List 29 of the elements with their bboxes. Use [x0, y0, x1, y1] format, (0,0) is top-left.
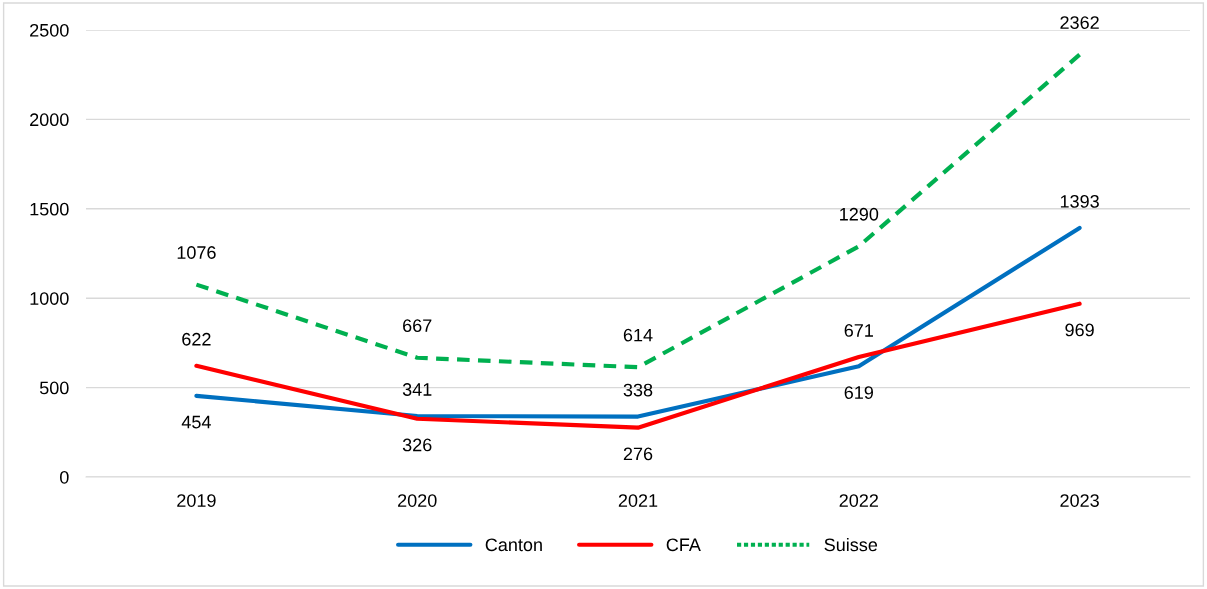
legend-label: CFA — [666, 538, 701, 552]
data-label: 1076 — [177, 246, 216, 259]
data-label: 341 — [402, 383, 432, 396]
data-label: 1290 — [840, 207, 879, 221]
x-tick-label: 2022 — [839, 494, 878, 507]
x-tick-label: 2023 — [1060, 494, 1099, 507]
legend-label: Canton — [485, 538, 542, 552]
y-tick-label: 500 — [39, 381, 69, 395]
data-label: 671 — [844, 324, 873, 337]
data-label: 619 — [844, 386, 874, 399]
y-tick-label: 0 — [60, 470, 69, 484]
y-tick-label: 2500 — [30, 23, 69, 37]
data-label: 1393 — [1060, 194, 1099, 208]
x-tick-label: 2019 — [177, 494, 216, 507]
data-label: 614 — [623, 328, 653, 342]
y-tick-label: 1000 — [30, 292, 69, 305]
data-label: 454 — [181, 415, 211, 429]
x-tick-label: 2021 — [618, 494, 658, 507]
legend-label: Suisse — [824, 537, 878, 552]
y-tick-label: 1500 — [30, 202, 69, 216]
data-label: 338 — [623, 383, 653, 397]
data-label: 326 — [402, 438, 432, 452]
x-tick-label: 2020 — [398, 494, 437, 507]
data-label: 969 — [1065, 323, 1094, 337]
data-label: 276 — [623, 447, 653, 461]
y-tick-label: 2000 — [30, 113, 69, 127]
data-label: 622 — [182, 332, 211, 346]
data-label: 667 — [403, 319, 432, 333]
data-label: 2362 — [1060, 16, 1099, 29]
